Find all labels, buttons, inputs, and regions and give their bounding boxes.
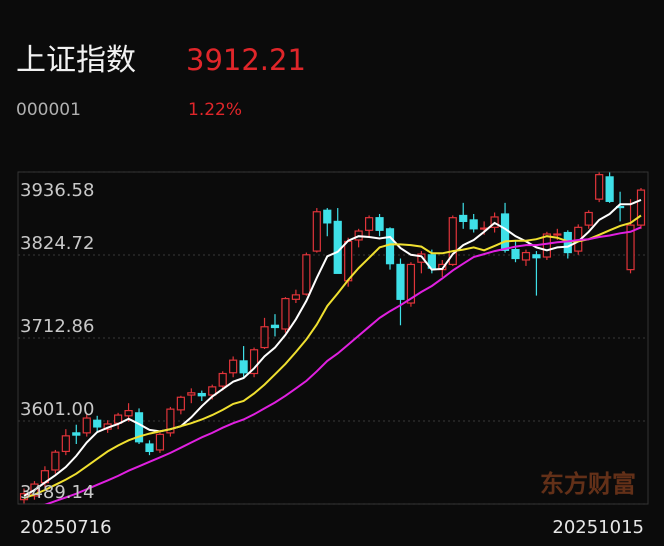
y-tick-label: 3601.00 xyxy=(20,399,94,420)
watermark: 东方财富 xyxy=(540,470,636,498)
candle-body xyxy=(584,211,593,226)
y-tick-label: 3936.58 xyxy=(20,180,94,201)
candle-body xyxy=(197,392,206,397)
candle-body xyxy=(208,386,217,396)
candle-body xyxy=(385,228,395,265)
candle-body xyxy=(553,233,562,236)
candle-body xyxy=(72,432,81,436)
candle-body xyxy=(396,263,405,300)
candle-body xyxy=(323,209,332,224)
candle-body xyxy=(145,443,154,453)
candle-body xyxy=(459,214,468,223)
candle-body xyxy=(406,263,416,304)
y-tick-label: 3824.72 xyxy=(20,233,94,254)
candle-body xyxy=(249,349,259,375)
candle-body xyxy=(93,419,102,428)
candle-body xyxy=(166,408,175,434)
candle-body xyxy=(448,217,457,266)
candle-body xyxy=(124,410,133,417)
candle-body xyxy=(82,417,91,434)
candle-body xyxy=(187,392,196,396)
candle-body xyxy=(375,217,384,231)
candle-body xyxy=(312,211,321,252)
candle-body xyxy=(260,326,269,349)
candle-body xyxy=(532,254,541,259)
candle-body xyxy=(291,294,300,300)
candle-body xyxy=(270,324,280,329)
moving-average-line xyxy=(23,214,642,500)
candle-body xyxy=(302,254,311,295)
candle-body xyxy=(134,412,144,443)
candle-body xyxy=(51,451,60,471)
candle-body xyxy=(542,233,551,258)
candle-body xyxy=(218,372,227,387)
candle-body xyxy=(511,248,520,260)
candle-body xyxy=(595,174,604,200)
moving-average-line xyxy=(44,226,642,504)
candle-body xyxy=(239,360,248,374)
candle-body xyxy=(281,297,290,330)
candle-body xyxy=(605,176,614,202)
x-tick-label: 20250716 xyxy=(20,517,112,538)
candle-body xyxy=(344,240,353,282)
candle-body xyxy=(229,359,238,374)
index-code: 000001 xyxy=(16,100,81,120)
candle-body xyxy=(365,217,374,231)
y-tick-label: 3489.14 xyxy=(20,482,94,503)
candle-body xyxy=(521,251,531,261)
candle-body xyxy=(626,224,635,271)
candle-body xyxy=(155,433,165,451)
index-name: 上证指数 xyxy=(16,43,136,78)
candle-body xyxy=(469,219,478,230)
candle-body xyxy=(333,220,342,274)
moving-average-line xyxy=(23,198,642,497)
candle-body xyxy=(636,189,646,226)
index-price: 3912.21 xyxy=(186,43,306,77)
candle-body xyxy=(417,253,426,263)
x-tick-label: 20251015 xyxy=(552,517,644,538)
candle-body xyxy=(61,435,70,453)
y-tick-label: 3712.86 xyxy=(20,316,94,337)
index-change: 1.22% xyxy=(188,100,242,120)
candle-body xyxy=(500,213,510,251)
candle-body xyxy=(176,396,185,411)
